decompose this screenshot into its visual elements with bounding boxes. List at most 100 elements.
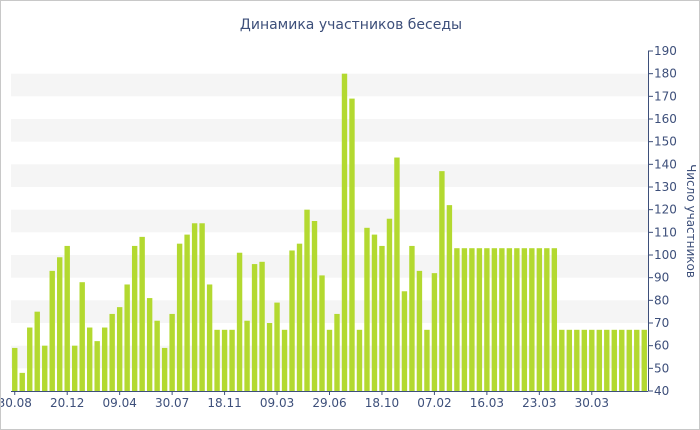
bar — [521, 248, 528, 391]
bar — [296, 243, 303, 391]
bar — [199, 223, 205, 391]
bar — [589, 329, 595, 391]
bar — [476, 248, 483, 391]
bar — [86, 327, 93, 391]
bar — [12, 347, 18, 391]
bar — [49, 270, 55, 391]
x-tick-label: 30.07 — [155, 396, 189, 410]
bar — [349, 98, 355, 391]
bar — [184, 234, 190, 391]
bar — [229, 329, 235, 391]
x-tick-label: 07.02 — [417, 396, 451, 410]
bar — [356, 329, 363, 391]
bar — [191, 223, 198, 391]
bar — [27, 327, 33, 391]
bar — [506, 248, 513, 391]
bar — [634, 329, 640, 391]
bar — [454, 248, 460, 391]
x-tick-label: 29.06 — [312, 396, 346, 410]
bar — [34, 311, 40, 391]
x-tick-label: 23.03 — [522, 396, 556, 410]
bar — [289, 250, 295, 391]
bar — [304, 209, 310, 391]
y-tick-label: 150 — [654, 135, 677, 149]
y-axis-label: Число участников — [684, 164, 698, 278]
y-axis: 40 50 60 70 80 90 100 110 120 130 140 150 160 170 180 1… — [648, 44, 677, 398]
y-tick-label: 180 — [654, 67, 677, 81]
x-tick-label: 18.10 — [365, 396, 399, 410]
y-tick-label: 90 — [654, 271, 669, 285]
bar — [446, 205, 453, 391]
bar — [514, 248, 520, 391]
grid-band — [11, 164, 648, 187]
bar — [72, 345, 78, 391]
bar — [544, 248, 550, 391]
bar — [581, 329, 587, 391]
bar — [379, 245, 385, 391]
bar — [236, 252, 243, 391]
x-tick-label: 09.03 — [260, 396, 294, 410]
x-tick-label: 16.03 — [470, 396, 504, 410]
bar — [499, 248, 505, 391]
bar — [57, 257, 63, 391]
bar — [334, 313, 340, 391]
x-tick-label: 30.08 — [1, 396, 32, 410]
bar — [491, 248, 498, 391]
x-axis: 30.08 20.12 09.04 30.07 18.11 09.03 29.06 18.10… — [1, 391, 648, 410]
bar — [394, 157, 400, 391]
bar — [641, 329, 647, 391]
bar — [79, 282, 85, 391]
bar — [371, 234, 378, 391]
bar — [566, 329, 573, 391]
bar — [146, 298, 153, 391]
bar — [469, 248, 475, 391]
bar — [176, 243, 183, 391]
bar — [416, 270, 423, 391]
bar — [169, 313, 175, 391]
y-tick-label: 40 — [654, 384, 669, 398]
bar — [461, 248, 468, 391]
chart-title: Динамика участников беседы — [240, 17, 462, 33]
bar — [206, 284, 213, 391]
bar — [311, 221, 318, 391]
grid-band — [11, 73, 648, 97]
grid-band — [11, 119, 648, 142]
bar — [94, 341, 100, 391]
bar — [326, 329, 333, 391]
y-tick-label: 110 — [654, 225, 677, 239]
bar — [154, 320, 160, 391]
y-tick-label: 140 — [654, 157, 677, 171]
bar — [124, 284, 130, 391]
bar — [139, 236, 145, 391]
bar — [386, 218, 393, 391]
bar — [221, 329, 228, 391]
bar — [161, 347, 168, 391]
y-tick-label: 100 — [654, 248, 677, 262]
y-tick-label: 160 — [654, 112, 677, 126]
bar — [559, 329, 565, 391]
bar — [626, 329, 632, 391]
bar — [529, 248, 535, 391]
bar — [274, 302, 280, 391]
bar — [319, 275, 325, 391]
x-tick-label: 20.12 — [50, 396, 84, 410]
bar — [214, 329, 220, 391]
y-tick-label: 190 — [654, 44, 677, 58]
bar — [364, 227, 370, 391]
bar — [64, 245, 70, 391]
bar — [574, 329, 580, 391]
bar — [281, 329, 288, 391]
bar — [431, 273, 438, 391]
bars — [12, 73, 647, 392]
bar — [551, 248, 558, 391]
y-tick-label: 60 — [654, 339, 669, 353]
bar — [424, 329, 430, 391]
bar — [244, 320, 250, 391]
bar — [251, 264, 258, 391]
bar — [131, 245, 138, 391]
x-tick-label: 30.03 — [575, 396, 609, 410]
bar — [439, 171, 445, 391]
bar — [42, 345, 48, 391]
bar — [596, 329, 602, 391]
